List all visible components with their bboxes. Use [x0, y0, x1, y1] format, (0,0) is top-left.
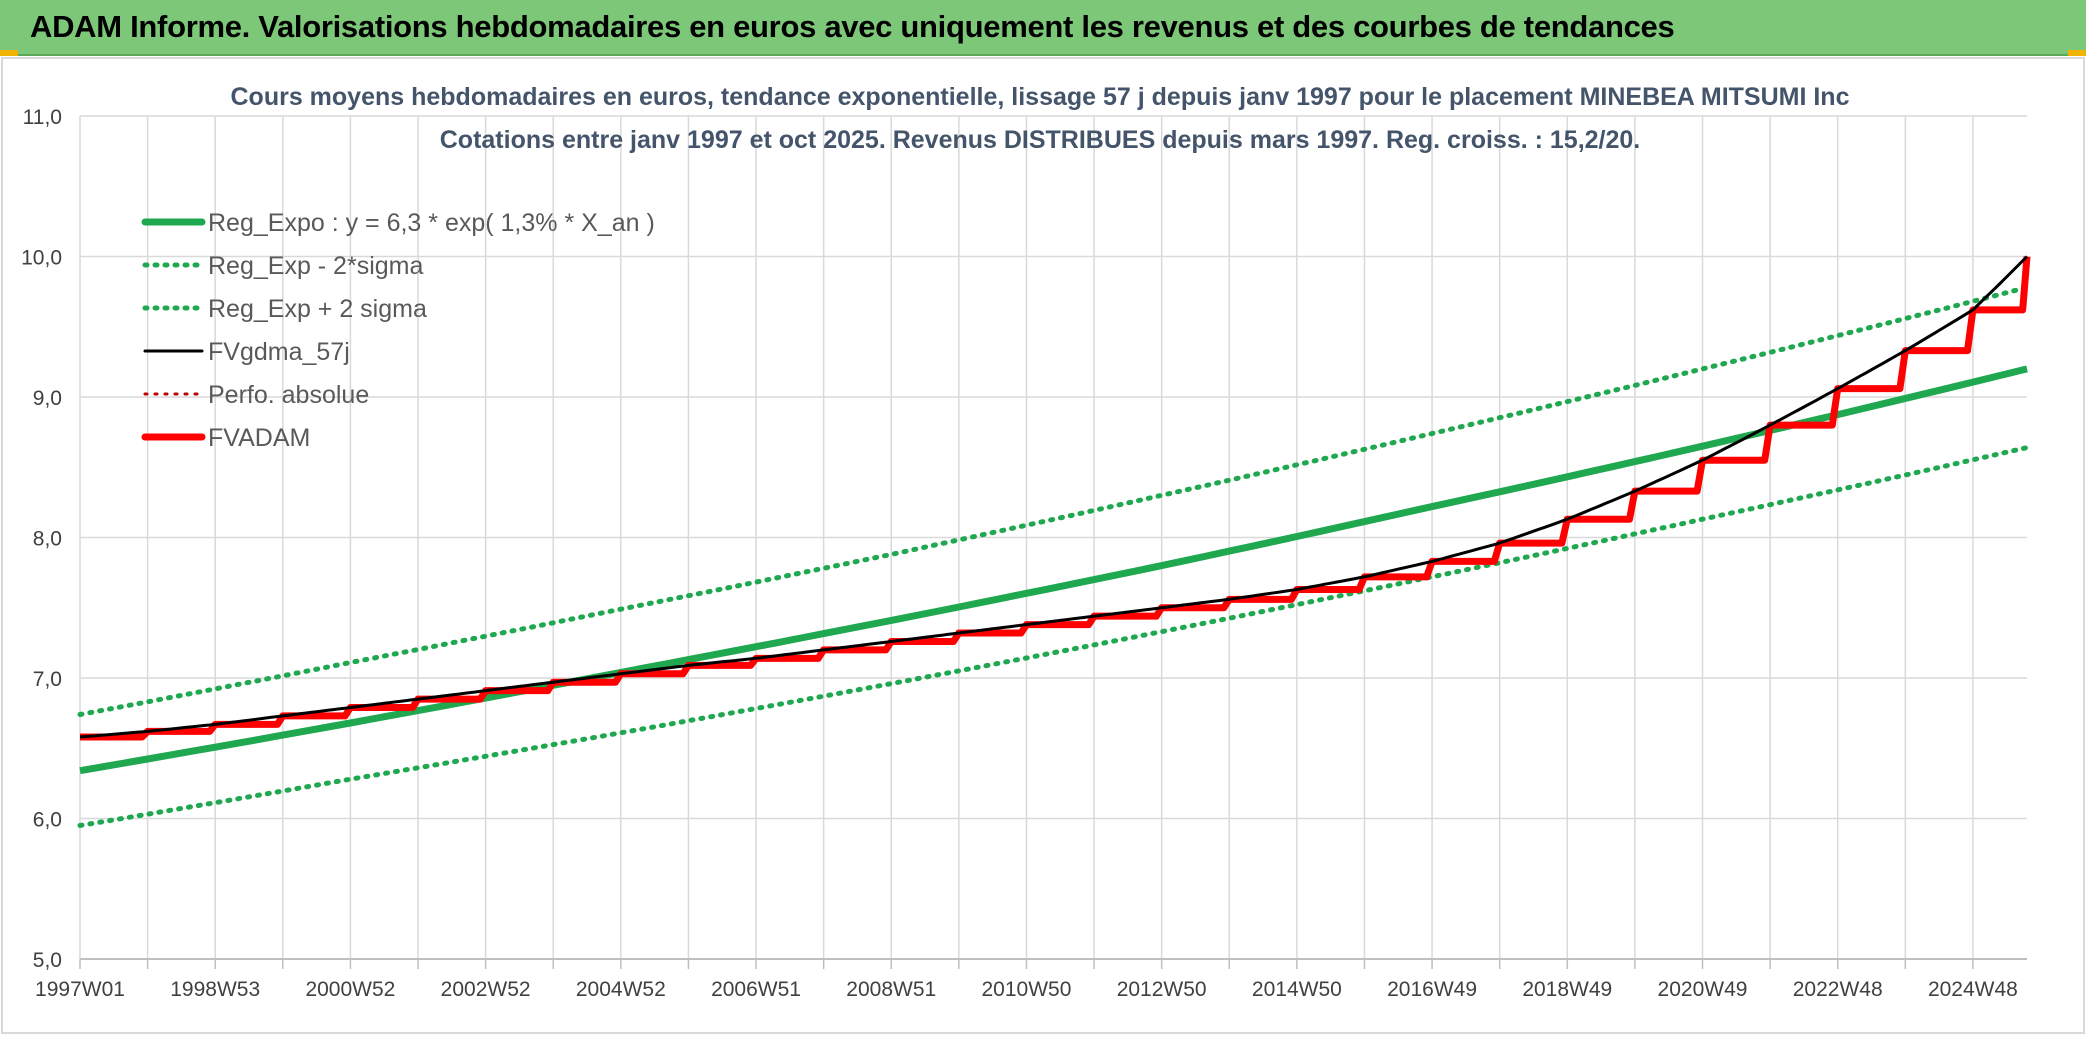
- line-chart: 5,0 6,0 7,0 8,0 9,0 10,0 11,0 1997W01 1998W53 20…: [1, 57, 2085, 1034]
- x-tick-label: 2024W48: [1928, 978, 2018, 1001]
- x-tick-label: 2016W49: [1387, 978, 1477, 1001]
- chart-subtitle: Cotations entre janv 1997 et oct 2025. R…: [440, 126, 1641, 154]
- x-tick-label: 2014W50: [1252, 978, 1342, 1001]
- x-tick-label: 2008W51: [846, 978, 936, 1001]
- x-tick-label: 2002W52: [441, 978, 531, 1001]
- x-tick-label: 2012W50: [1117, 978, 1207, 1001]
- x-tick-label: 1997W01: [35, 978, 125, 1001]
- series-line: [79, 255, 2029, 739]
- legend-label: Reg_Expo : y = 6,3 * exp( 1,3% * X_an ): [208, 209, 655, 237]
- header-bar: ADAM Informe. Valorisations hebdomadaire…: [0, 0, 2086, 56]
- x-tick-label: 2004W52: [576, 978, 666, 1001]
- x-tick-label: 2000W52: [305, 978, 395, 1001]
- series-line: [79, 365, 2028, 775]
- chart-area: 5,0 6,0 7,0 8,0 9,0 10,0 11,0 1997W01 1998W53 20…: [0, 56, 2086, 1037]
- x-tick-label: 2010W50: [982, 978, 1072, 1001]
- series-line: [77, 445, 2030, 828]
- x-tick-label: 2020W49: [1658, 978, 1748, 1001]
- x-tick-label: 1998W53: [170, 978, 260, 1001]
- y-axis-ticks: 5,0 6,0 7,0 8,0 9,0 10,0 11,0: [21, 106, 62, 972]
- series-line: [80, 256, 2031, 741]
- chart-title: Cours moyens hebdomadaires en euros, ten…: [231, 83, 1850, 111]
- series-group: [77, 255, 2031, 828]
- legend-label: FVgdma_57j: [208, 338, 350, 366]
- page-title: ADAM Informe. Valorisations hebdomadaire…: [30, 9, 1675, 44]
- y-tick-label: 7,0: [33, 668, 62, 691]
- y-tick-label: 10,0: [21, 247, 62, 270]
- x-axis-ticks: 1997W01 1998W53 2000W52 2002W52 2004W52 2006W…: [35, 959, 2018, 1001]
- x-tick-label: 2022W48: [1793, 978, 1883, 1001]
- legend-label: Reg_Exp - 2*sigma: [208, 252, 423, 280]
- legend: Reg_Expo : y = 6,3 * exp( 1,3% * X_an ) R…: [141, 209, 655, 452]
- corner-mark: [0, 50, 18, 56]
- y-tick-label: 8,0: [33, 528, 62, 551]
- x-tick-label: 2018W49: [1522, 978, 1612, 1001]
- legend-label: FVADAM: [208, 424, 310, 452]
- series-line: [77, 284, 2030, 717]
- x-tick-label: 2006W51: [711, 978, 801, 1001]
- chart-border: [1, 57, 2085, 1034]
- legend-label: Reg_Exp + 2 sigma: [208, 295, 427, 323]
- legend-label: Perfo. absolue: [208, 381, 369, 409]
- y-tick-label: 6,0: [33, 809, 62, 832]
- y-tick-label: 5,0: [33, 949, 62, 972]
- y-tick-label: 9,0: [33, 387, 62, 410]
- horizontal-gridlines: [80, 115, 2027, 820]
- corner-mark: [2068, 50, 2086, 56]
- y-tick-label: 11,0: [23, 106, 62, 129]
